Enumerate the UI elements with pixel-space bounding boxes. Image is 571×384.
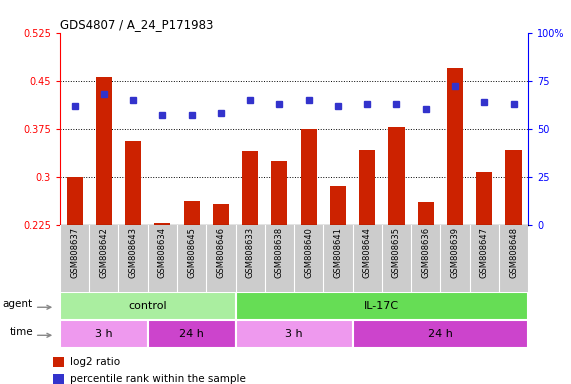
Bar [53,357,64,367]
Bar [271,161,287,225]
Text: GSM808640: GSM808640 [304,227,313,278]
Bar [236,320,353,348]
Text: percentile rank within the sample: percentile rank within the sample [70,374,246,384]
Bar [242,151,258,225]
Bar [476,172,492,225]
Text: GSM808648: GSM808648 [509,227,518,278]
Text: GSM808635: GSM808635 [392,227,401,278]
Bar [125,141,141,225]
Text: GSM808641: GSM808641 [333,227,343,278]
Text: GSM808646: GSM808646 [216,227,226,278]
Text: GDS4807 / A_24_P171983: GDS4807 / A_24_P171983 [60,18,214,31]
Text: GSM808634: GSM808634 [158,227,167,278]
Bar [447,68,463,225]
Text: GSM808647: GSM808647 [480,227,489,278]
Bar [60,320,148,348]
Text: 3 h: 3 h [95,329,112,339]
Text: IL-17C: IL-17C [364,301,400,311]
Bar [148,320,236,348]
Bar [53,374,64,384]
Text: 24 h: 24 h [179,329,204,339]
Text: GSM808639: GSM808639 [451,227,460,278]
Bar [330,186,346,225]
Text: GSM808643: GSM808643 [128,227,138,278]
Text: GSM808638: GSM808638 [275,227,284,278]
Bar [505,150,521,225]
Bar [184,201,200,225]
Bar [213,204,229,225]
Bar [418,202,434,225]
Text: agent: agent [3,300,33,310]
Bar [67,177,83,225]
Bar [301,129,317,225]
Text: 3 h: 3 h [286,329,303,339]
Text: GSM808633: GSM808633 [246,227,255,278]
Bar [353,320,528,348]
Bar [154,223,170,225]
Text: time: time [9,328,33,338]
Text: GSM808642: GSM808642 [99,227,108,278]
Text: GSM808644: GSM808644 [363,227,372,278]
Text: 24 h: 24 h [428,329,453,339]
Bar [60,292,236,320]
Bar [236,292,528,320]
Text: GSM808645: GSM808645 [187,227,196,278]
Text: log2 ratio: log2 ratio [70,357,120,367]
Bar [388,127,404,225]
Text: GSM808637: GSM808637 [70,227,79,278]
Bar [96,78,112,225]
Bar [359,150,375,225]
Text: GSM808636: GSM808636 [421,227,431,278]
Text: control: control [128,301,167,311]
